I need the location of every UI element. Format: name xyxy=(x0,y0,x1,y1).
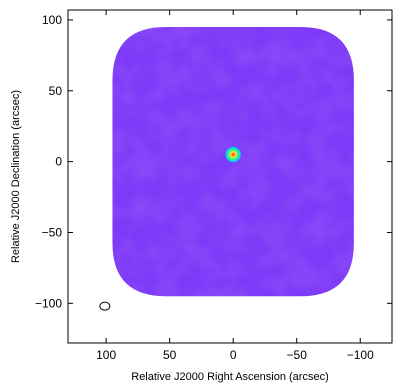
plot-frame xyxy=(67,9,393,344)
central-source xyxy=(224,145,243,164)
y-tick-label: −50 xyxy=(42,225,63,239)
x-tick-label: 100 xyxy=(96,348,116,362)
y-axis-label: Relative J2000 Declination (arcsec) xyxy=(10,90,22,263)
x-tick-label: 50 xyxy=(163,348,177,362)
y-axis: 100 50 0 −50 −100 xyxy=(35,13,392,310)
x-tick-label: −100 xyxy=(347,348,374,362)
y-tick-label: 0 xyxy=(55,155,62,169)
x-axis-label: Relative J2000 Right Ascension (arcsec) xyxy=(131,371,328,383)
x-axis: 100 50 0 −50 −100 xyxy=(96,10,374,362)
y-tick-label: 100 xyxy=(42,13,62,27)
x-tick-label: 0 xyxy=(230,348,237,362)
y-tick-label: −100 xyxy=(35,296,62,310)
beam-ellipse xyxy=(99,301,111,311)
y-tick-label: 50 xyxy=(49,84,63,98)
x-tick-label: −50 xyxy=(287,348,308,362)
plot-area xyxy=(112,27,354,297)
